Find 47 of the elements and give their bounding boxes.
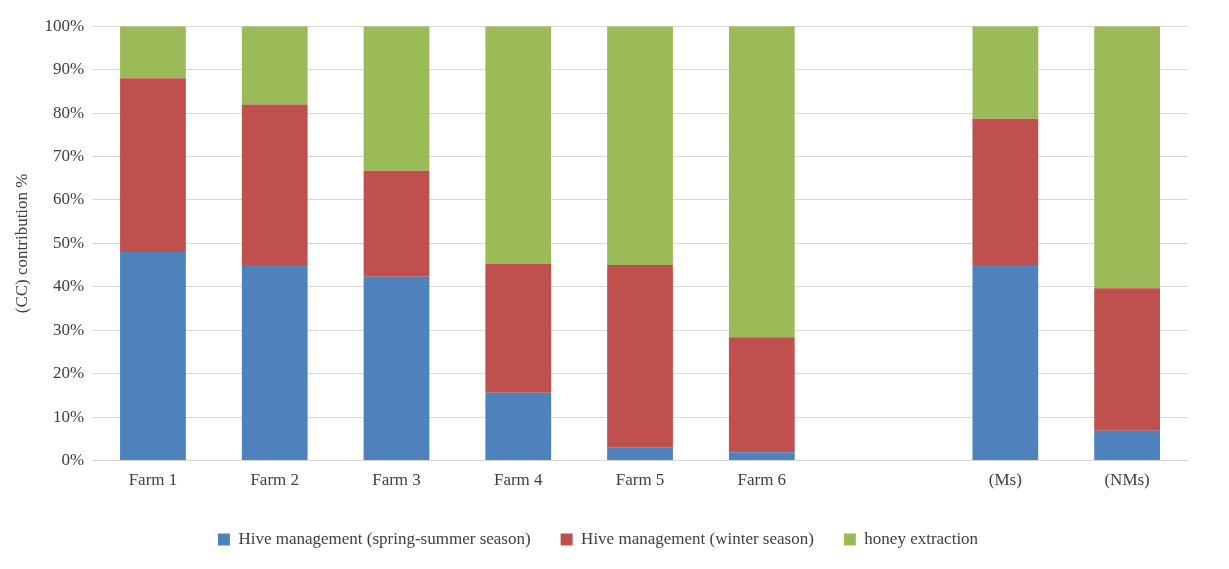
bar bbox=[607, 447, 673, 461]
bar bbox=[241, 26, 308, 105]
bar bbox=[485, 263, 552, 393]
bar bbox=[485, 392, 552, 461]
legend-label: Hive management (spring-summer season) bbox=[238, 528, 531, 548]
y-tick-label: 0% bbox=[61, 450, 85, 470]
bar bbox=[728, 26, 795, 338]
y-tick-label: 100% bbox=[44, 15, 85, 35]
bar bbox=[607, 265, 673, 448]
legend-label: honey extraction bbox=[864, 528, 979, 548]
bar bbox=[241, 104, 308, 266]
bar bbox=[1094, 288, 1160, 431]
bar bbox=[363, 276, 430, 461]
bar bbox=[485, 26, 552, 264]
x-tick-label: Farm 5 bbox=[615, 470, 665, 490]
x-tick-label: Farm 2 bbox=[250, 470, 300, 490]
y-tick-label: 70% bbox=[52, 145, 85, 165]
bar bbox=[728, 337, 795, 453]
y-tick-label: 40% bbox=[52, 276, 85, 296]
y-tick-label: 90% bbox=[52, 59, 85, 79]
y-tick-label: 20% bbox=[52, 363, 85, 383]
x-tick-label: Farm 4 bbox=[493, 470, 544, 490]
bar bbox=[607, 26, 673, 266]
bar bbox=[363, 26, 430, 171]
x-tick-label: (NMs) bbox=[1104, 470, 1150, 490]
y-tick-label: 80% bbox=[52, 102, 85, 122]
y-axis-title: (CC) contribution % bbox=[11, 173, 31, 314]
bar bbox=[972, 118, 1039, 266]
y-tick-label: 60% bbox=[52, 189, 85, 209]
y-tick-label: 50% bbox=[52, 232, 85, 252]
bar bbox=[1094, 26, 1160, 289]
x-tick-label: Farm 1 bbox=[128, 470, 178, 490]
x-tick-label: Farm 3 bbox=[372, 470, 421, 490]
bar bbox=[120, 252, 186, 461]
y-tick-label: 30% bbox=[52, 319, 85, 339]
legend-label: Hive management (winter season) bbox=[581, 528, 814, 548]
bar bbox=[728, 452, 795, 461]
bar bbox=[972, 26, 1039, 119]
bar bbox=[120, 78, 186, 253]
bar bbox=[1094, 430, 1160, 461]
bar bbox=[120, 26, 186, 79]
y-tick-label: 10% bbox=[52, 406, 85, 426]
bar bbox=[241, 265, 308, 461]
bar bbox=[363, 170, 430, 277]
x-tick-label: (Ms) bbox=[988, 470, 1022, 490]
bar bbox=[972, 265, 1039, 461]
x-tick-label: Farm 6 bbox=[737, 470, 787, 490]
